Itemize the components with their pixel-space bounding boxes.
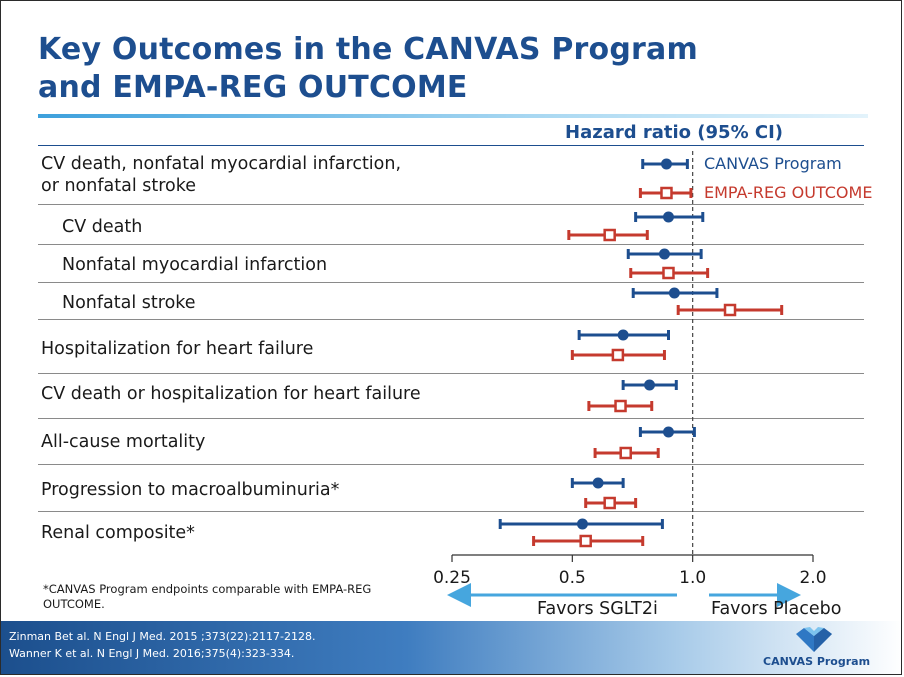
row-divider (38, 319, 864, 320)
row-label-cv-death-or-hhf: CV death or hospitalization for heart fa… (41, 384, 421, 404)
brand-name: CANVAS Program (763, 655, 871, 668)
x-tick-label: 0.5 (559, 568, 586, 588)
empa-estimate-1 (567, 228, 649, 242)
title-underline (38, 114, 868, 118)
empa-point (603, 228, 616, 242)
empa-point (614, 399, 627, 413)
row-label-renal: Renal composite* (41, 523, 195, 543)
title-line-2: and EMPA-REG OUTCOME (38, 70, 468, 105)
row-label-nonfatal-stroke: Nonfatal stroke (62, 293, 196, 313)
empa-point (611, 348, 625, 362)
empa-point (619, 446, 632, 460)
empa-estimate-8 (532, 534, 645, 548)
row-label-macroalbuminuria: Progression to macroalbuminuria* (41, 480, 340, 500)
reference-2: Wanner K et al. N Engl J Med. 2016;375(4… (9, 647, 295, 660)
row-divider (38, 204, 864, 205)
chart-marks (498, 158, 784, 548)
empa-estimate-3 (676, 303, 784, 317)
row-divider (38, 282, 864, 283)
footnote: *CANVAS Program endpoints comparable wit… (43, 582, 372, 611)
row-divider (38, 511, 864, 512)
row-divider (38, 418, 864, 419)
empa-estimate-5 (587, 399, 654, 413)
row-divider (38, 464, 864, 465)
empa-point (723, 303, 737, 317)
canvas-point (617, 329, 629, 341)
canvas-point (592, 477, 604, 489)
title-line-1: Key Outcomes in the CANVAS Program (38, 32, 698, 67)
empa-estimate-0 (638, 186, 693, 200)
canvas-estimate-3 (631, 287, 719, 299)
chart-header: Hazard ratio (95% CI) (565, 122, 784, 143)
canvas-point (658, 248, 670, 260)
empa-point (603, 496, 616, 510)
canvas-logo-icon (796, 627, 832, 652)
empa-estimate-4 (570, 348, 666, 362)
canvas-point (662, 426, 674, 438)
canvas-estimate-7 (570, 477, 625, 489)
canvas-estimate-2 (626, 248, 703, 260)
canvas-point (576, 518, 588, 530)
empa-estimate-6 (593, 446, 660, 460)
row-label-mace-line1: CV death, nonfatal myocardial infarction… (41, 154, 402, 174)
row-divider (38, 244, 864, 245)
legend-empa: EMPA-REG OUTCOME (704, 183, 873, 202)
row-label-hhf: Hospitalization for heart failure (41, 339, 314, 359)
x-tick-label: 0.25 (433, 568, 471, 588)
x-tick-label: 2.0 (799, 568, 826, 588)
slide-title: Key Outcomes in the CANVAS Program and E… (38, 31, 698, 107)
canvas-estimate-8 (498, 518, 664, 530)
canvas-point (662, 211, 674, 223)
x-tick-label: 1.0 (679, 568, 706, 588)
row-label-cv-death: CV death (62, 217, 143, 237)
favors-right-label: Favors Placebo (711, 599, 842, 619)
canvas-estimate-4 (577, 329, 670, 341)
canvas-estimate-6 (638, 426, 696, 438)
x-axis: 0.25 0.5 1.0 2.0 (433, 151, 827, 607)
favors-left-label: Favors SGLT2i (537, 599, 658, 619)
row-label-mace-line2: or nonfatal stroke (41, 176, 197, 196)
canvas-estimate-1 (634, 211, 705, 223)
empa-estimate-2 (629, 266, 710, 280)
empa-point (579, 534, 592, 548)
reference-1: Zinman Bet al. N Engl J Med. 2015 ;373(2… (9, 630, 316, 643)
row-label-mace: CV death, nonfatal myocardial infarction… (41, 153, 401, 197)
row-divider (38, 373, 864, 374)
canvas-estimate-5 (621, 379, 678, 391)
empa-point (660, 186, 673, 200)
canvas-point (660, 158, 672, 170)
canvas-point (668, 287, 680, 299)
header-divider (38, 145, 864, 146)
empa-point (662, 266, 675, 280)
empa-estimate-7 (584, 496, 638, 510)
row-label-nonfatal-mi: Nonfatal myocardial infarction (62, 255, 328, 275)
footer-band: Zinman Bet al. N Engl J Med. 2015 ;373(2… (1, 621, 901, 674)
canvas-estimate-0 (641, 158, 689, 170)
legend-canvas: CANVAS Program (704, 154, 842, 173)
canvas-point (644, 379, 656, 391)
row-label-all-cause: All-cause mortality (41, 432, 206, 452)
